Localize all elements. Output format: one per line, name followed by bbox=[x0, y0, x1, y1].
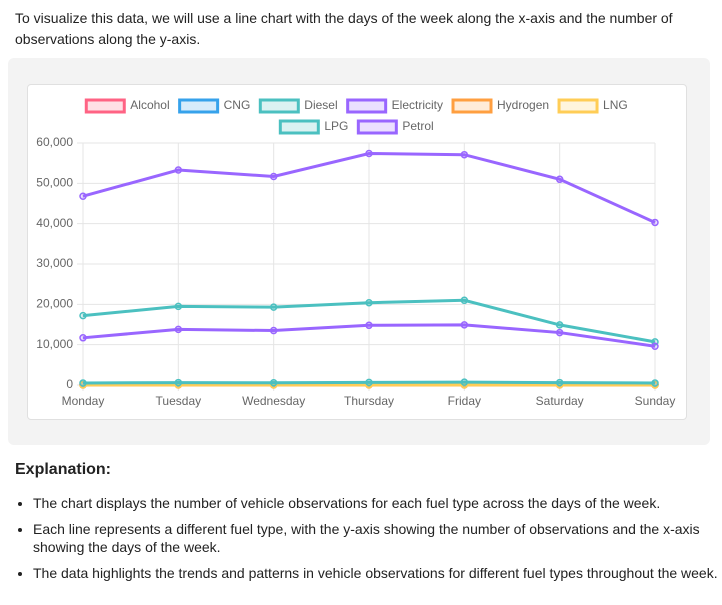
legend-swatch bbox=[258, 98, 300, 114]
point bbox=[651, 379, 659, 387]
point bbox=[555, 378, 564, 387]
point bbox=[79, 192, 87, 200]
point bbox=[460, 378, 469, 386]
point bbox=[269, 379, 278, 387]
legend-label: Hydrogen bbox=[497, 98, 549, 112]
y-tick-label: 40,000 bbox=[36, 216, 73, 230]
point bbox=[269, 303, 278, 311]
legend-item: LPG bbox=[278, 119, 348, 135]
x-tick-label: Sunday bbox=[635, 394, 676, 408]
point bbox=[79, 379, 87, 387]
chart-card: 0 10,000 20,000 30,000 40,000 50,000 60,000 Mon… bbox=[27, 84, 687, 420]
explanation-title: Explanation: bbox=[15, 461, 112, 478]
legend-item: Alcohol bbox=[84, 98, 170, 114]
legend-label: LNG bbox=[603, 98, 628, 112]
point bbox=[269, 172, 278, 181]
x-tick-label: Tuesday bbox=[156, 394, 202, 408]
point bbox=[365, 378, 373, 387]
point bbox=[460, 321, 469, 329]
point bbox=[79, 311, 87, 320]
point bbox=[555, 328, 564, 337]
point bbox=[460, 296, 469, 305]
legend-label: LPG bbox=[324, 119, 348, 133]
explanation-list: The chart displays the number of vehicle… bbox=[15, 494, 722, 590]
bullet: The data highlights the trends and patte… bbox=[33, 564, 722, 582]
legend-item: Petrol bbox=[356, 119, 434, 135]
line bbox=[82, 380, 656, 385]
point bbox=[79, 334, 87, 342]
y-tick-label: 60,000 bbox=[36, 135, 73, 149]
bullet: The chart displays the number of vehicle… bbox=[33, 494, 722, 512]
y-tick-label: 10,000 bbox=[36, 337, 73, 351]
x-tick-label: Saturday bbox=[536, 394, 584, 408]
y-tick-label: 30,000 bbox=[36, 256, 73, 270]
line bbox=[82, 298, 656, 344]
legend-item: Hydrogen bbox=[451, 98, 549, 114]
legend-swatch bbox=[84, 98, 126, 114]
point bbox=[174, 325, 183, 334]
point bbox=[269, 326, 278, 335]
chart: 0 10,000 20,000 30,000 40,000 50,000 60,000 Mon… bbox=[36, 98, 676, 408]
x-tick-label: Friday bbox=[448, 394, 481, 408]
point bbox=[651, 218, 659, 227]
point bbox=[365, 321, 373, 330]
legend-swatch bbox=[278, 119, 320, 135]
x-tick-label: Thursday bbox=[344, 394, 394, 408]
legend-swatch bbox=[346, 98, 388, 114]
line bbox=[82, 323, 656, 348]
point bbox=[174, 378, 183, 387]
y-tick-label: 50,000 bbox=[36, 176, 73, 190]
legend-label: Electricity bbox=[392, 98, 443, 112]
legend-item: LNG bbox=[557, 98, 628, 114]
intro-text: To visualize this data, we will use a li… bbox=[15, 10, 673, 47]
y-tick-label: 0 bbox=[66, 377, 73, 391]
legend-swatch bbox=[557, 98, 599, 114]
legend-swatch bbox=[356, 119, 398, 135]
legend-label: Petrol bbox=[402, 119, 433, 133]
point bbox=[651, 342, 659, 351]
y-tick-label: 20,000 bbox=[36, 297, 73, 311]
point bbox=[460, 150, 469, 159]
point bbox=[555, 175, 564, 184]
point bbox=[174, 302, 183, 311]
legend-item: Diesel bbox=[258, 98, 338, 114]
legend-label: Alcohol bbox=[130, 98, 169, 112]
legend-item: Electricity bbox=[346, 98, 443, 114]
legend-label: CNG bbox=[224, 98, 251, 112]
x-tick-label: Wednesday bbox=[242, 394, 305, 408]
x-tick-label: Monday bbox=[62, 394, 105, 408]
point bbox=[365, 298, 373, 307]
point bbox=[365, 149, 373, 158]
bullet: Each line represents a different fuel ty… bbox=[33, 520, 722, 556]
line bbox=[82, 151, 656, 224]
legend-swatch bbox=[178, 98, 220, 114]
point bbox=[555, 321, 564, 329]
legend-label: Diesel bbox=[304, 98, 337, 112]
legend-swatch bbox=[451, 98, 493, 114]
chart-container: 0 10,000 20,000 30,000 40,000 50,000 60,000 Mon… bbox=[8, 58, 710, 445]
legend-item: CNG bbox=[178, 98, 251, 114]
point bbox=[174, 166, 183, 174]
